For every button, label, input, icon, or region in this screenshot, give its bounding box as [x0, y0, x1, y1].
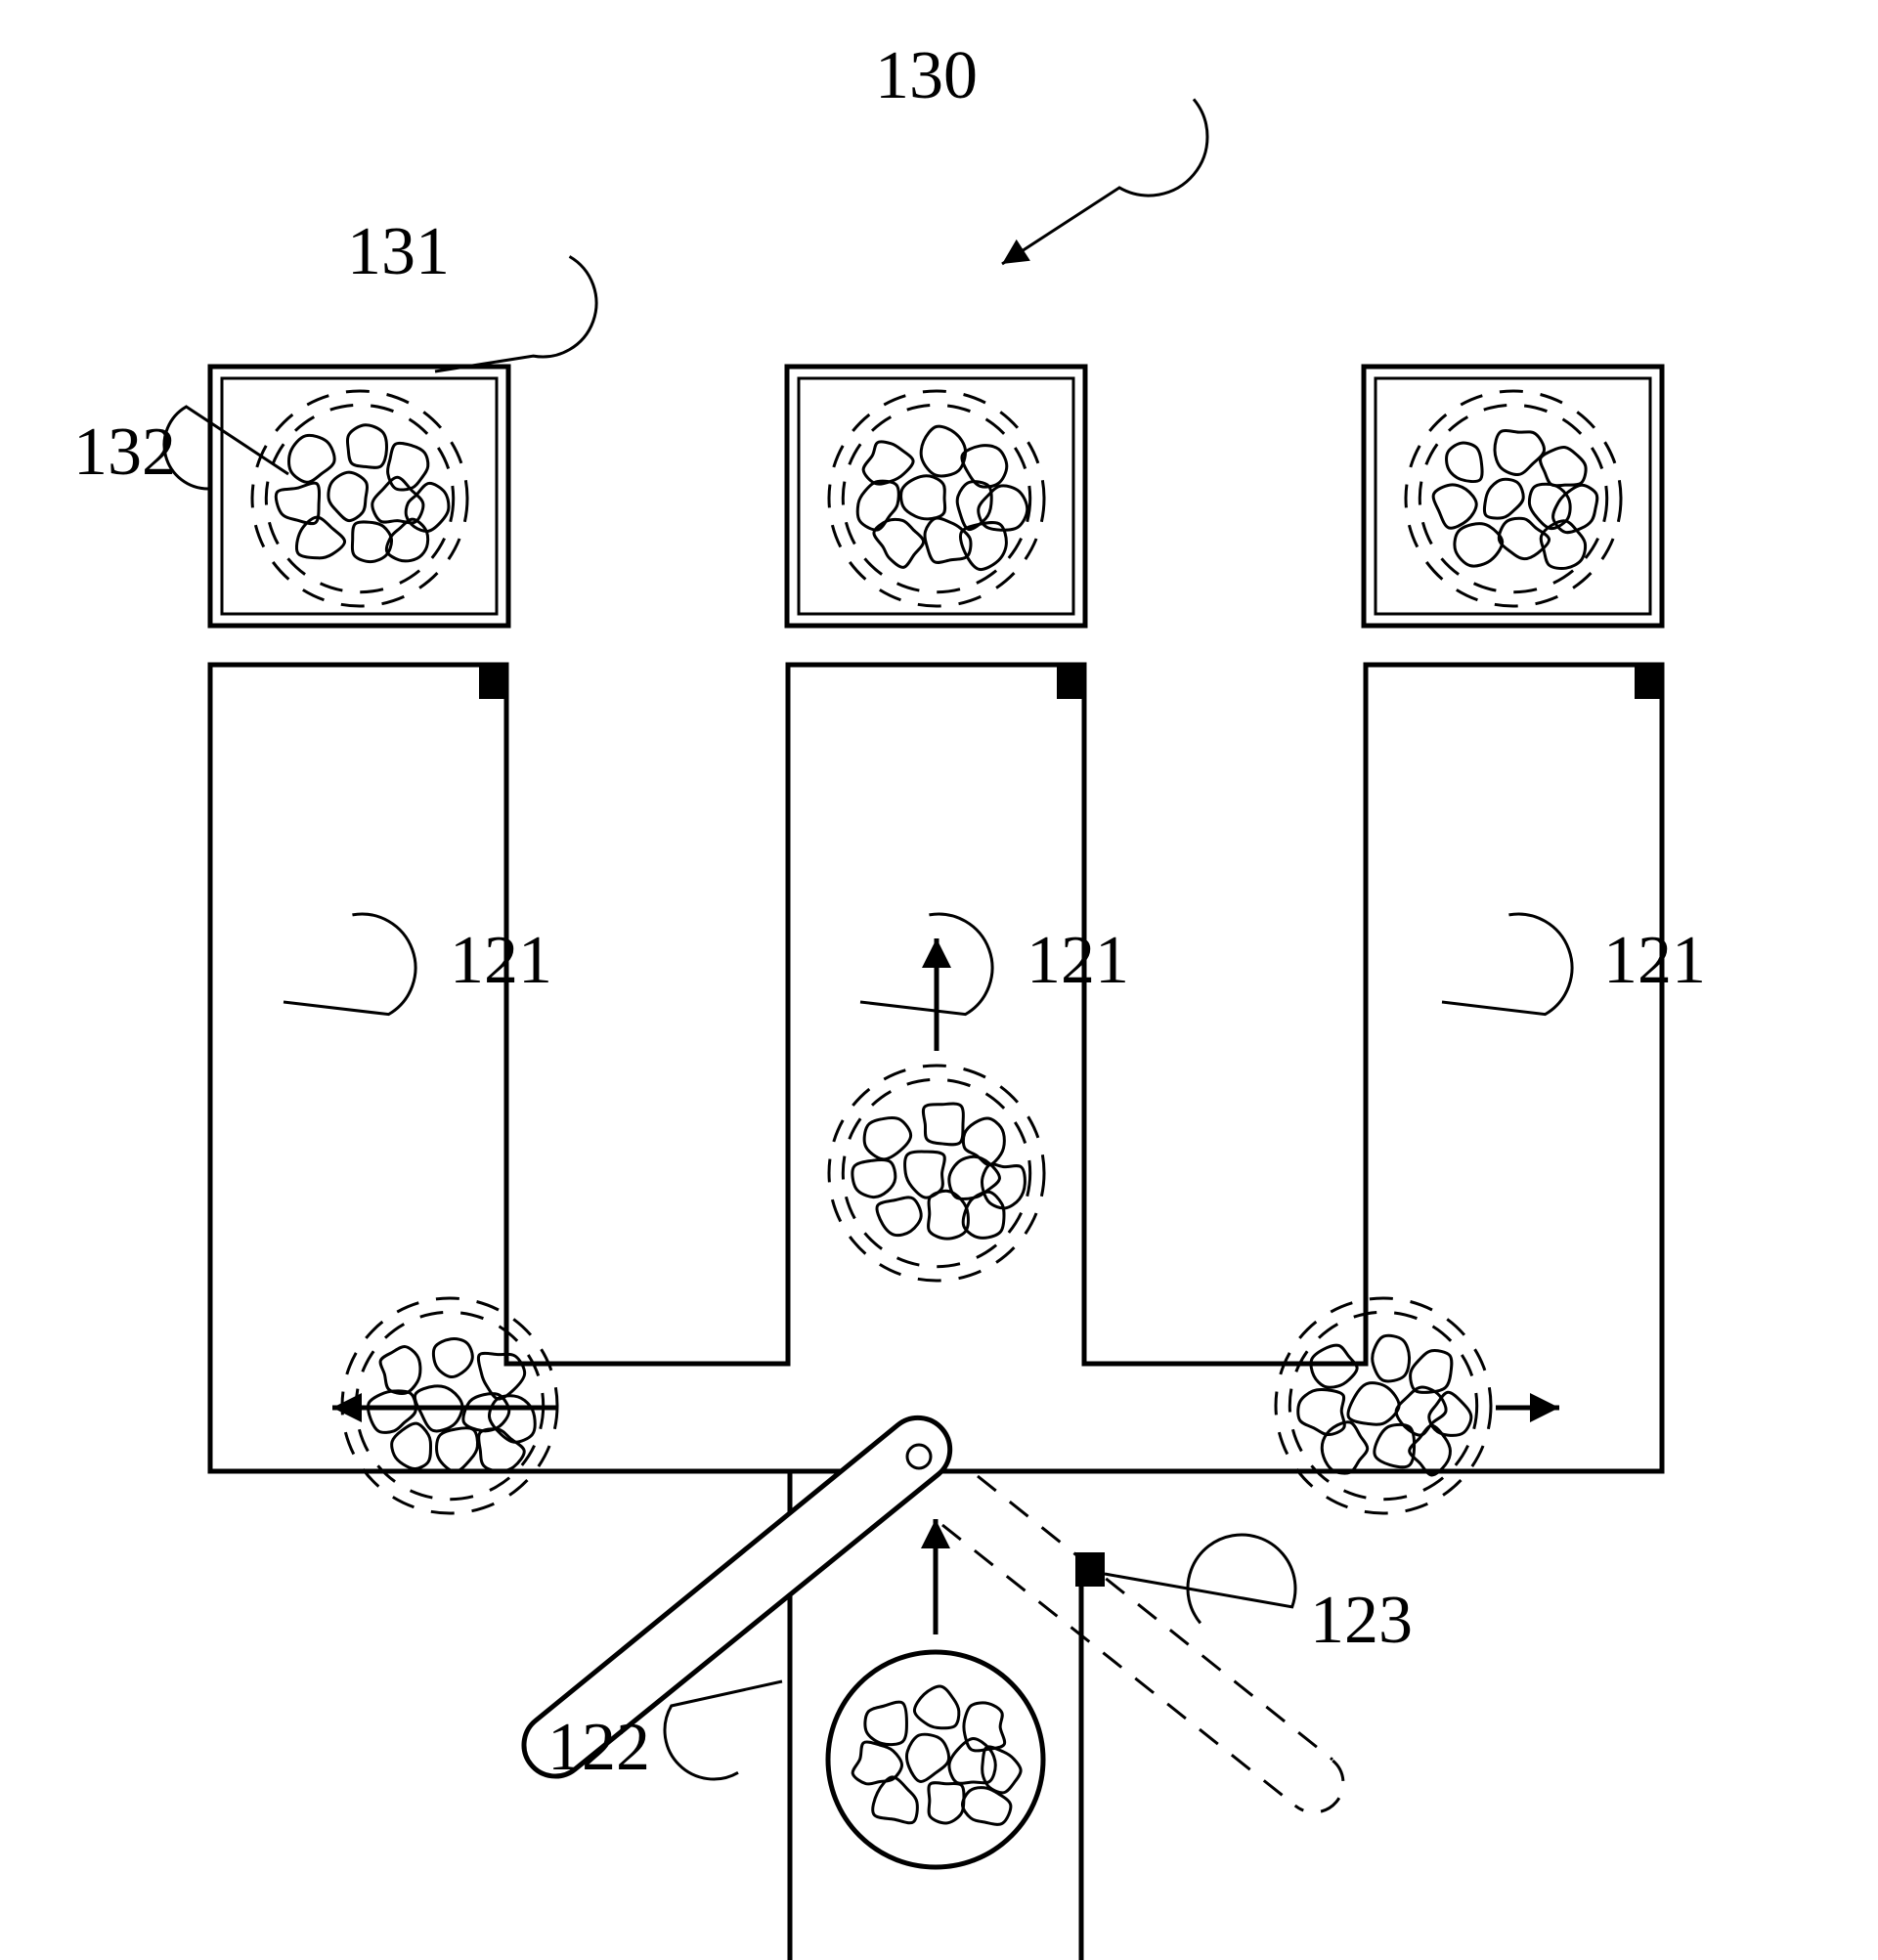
pipe-dashed	[978, 1476, 1332, 1760]
top-box	[787, 367, 1085, 626]
reference-label: 132	[73, 414, 176, 490]
reference-label: 123	[1310, 1583, 1413, 1658]
channel-divider	[1084, 1290, 1366, 1364]
reference-label: 121	[450, 923, 552, 998]
particle-cluster	[1276, 1298, 1491, 1513]
reference-label: 121	[1026, 923, 1129, 998]
particle-cluster	[829, 391, 1044, 606]
particle-cluster	[1406, 391, 1621, 606]
top-box	[210, 367, 508, 626]
reference-label: 122	[547, 1710, 650, 1785]
particle-cluster	[828, 1652, 1043, 1867]
particle-cluster	[252, 391, 467, 606]
reference-label: 131	[347, 214, 450, 289]
diagram-root: 130 131 132 121 121 121 123 122	[0, 0, 1878, 1960]
reference-label: 121	[1603, 923, 1706, 998]
particle-cluster	[829, 1066, 1044, 1281]
top-box	[1364, 367, 1662, 626]
reference-label-130: 130	[875, 38, 978, 113]
channel-divider	[506, 1290, 788, 1364]
